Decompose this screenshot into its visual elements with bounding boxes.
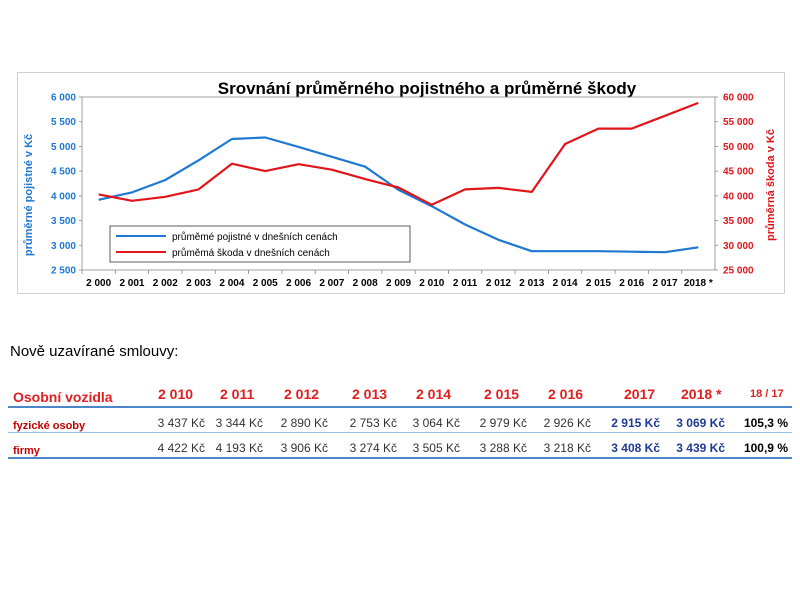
x-tick-label: 2 006 bbox=[286, 278, 311, 289]
row-label: firmy bbox=[13, 445, 40, 457]
x-axis-ticks: 2 000 2 001 2 002 2 003 2 004 2 005 2 006 2 007… bbox=[81, 270, 713, 289]
table-cell: 3 218 Kč bbox=[543, 441, 591, 455]
row-label: fyzické osoby bbox=[13, 420, 86, 432]
y-right-tick-label: 50 000 bbox=[723, 142, 754, 153]
column-header: 2 010 bbox=[158, 386, 194, 402]
legend-box bbox=[109, 225, 411, 263]
x-tick-label: 2 011 bbox=[453, 278, 478, 289]
table-cell: 3 408 Kč bbox=[611, 441, 660, 455]
x-tick-label: 2 001 bbox=[119, 278, 144, 289]
x-tick-label: 2 016 bbox=[619, 278, 644, 289]
y-left-tick-label: 5 500 bbox=[51, 117, 76, 128]
x-tick-label: 2 009 bbox=[386, 278, 411, 289]
y-right-tick-label: 30 000 bbox=[723, 241, 754, 252]
table-cell: 2 979 Kč bbox=[479, 416, 527, 430]
x-tick-label: 2 017 bbox=[653, 278, 678, 289]
table-header-row: Osobní vozidla 2 010 2 011 2 012 2 013 2… bbox=[8, 382, 792, 408]
table-cell: 2 915 Kč bbox=[611, 416, 660, 430]
y-left-tick-label: 3 500 bbox=[51, 216, 76, 227]
column-header: 2017 bbox=[624, 386, 656, 402]
legend: průměmé pojistné v dnešních cenách průmě… bbox=[109, 225, 411, 263]
y-axis-left-ticks: 2 500 3 000 3 500 4 000 4 500 5 000 5 500 6 000 bbox=[51, 93, 82, 277]
y-right-tick-label: 45 000 bbox=[723, 167, 754, 178]
x-tick-label: 2018 * bbox=[684, 278, 713, 289]
contracts-table: Osobní vozidla 2 010 2 011 2 012 2 013 2… bbox=[8, 382, 792, 459]
table-cell: 2 890 Kč bbox=[280, 416, 328, 430]
y-left-tick-label: 4 500 bbox=[51, 167, 76, 178]
table-row: fyzické osoby 3 437 Kč 3 344 Kč 2 890 Kč… bbox=[8, 408, 792, 433]
column-header: 2 015 bbox=[484, 386, 520, 402]
y-left-tick-label: 6 000 bbox=[51, 93, 76, 104]
table-title: Osobní vozidla bbox=[13, 389, 113, 405]
x-tick-label: 2 007 bbox=[319, 278, 344, 289]
table-cell-ratio: 105,3 % bbox=[743, 416, 788, 430]
y-axis-right-label: průměrná škoda v Kč bbox=[765, 129, 777, 241]
table-cell: 3 274 Kč bbox=[349, 441, 397, 455]
y-axis-left-label: průměrné pojistné v Kč bbox=[23, 134, 35, 256]
chart-frame: Srovnání průměrného pojistného a průměrn… bbox=[17, 72, 785, 294]
table-cell: 3 064 Kč bbox=[412, 416, 460, 430]
table-cell: 3 344 Kč bbox=[215, 416, 263, 430]
series-lines bbox=[98, 101, 699, 254]
x-tick-label: 2 013 bbox=[519, 278, 544, 289]
y-left-tick-label: 3 000 bbox=[51, 241, 76, 252]
x-tick-label: 2 005 bbox=[253, 278, 278, 289]
table-row: firmy 4 422 Kč 4 193 Kč 3 906 Kč 3 274 K… bbox=[8, 433, 792, 459]
table-cell: 2 926 Kč bbox=[543, 416, 591, 430]
chart-axes bbox=[81, 96, 716, 271]
series-line-premium bbox=[98, 136, 699, 254]
table-cell: 3 505 Kč bbox=[412, 441, 460, 455]
column-header: 2 016 bbox=[548, 386, 584, 402]
table-cell: 4 193 Kč bbox=[215, 441, 263, 455]
x-tick-label: 2 008 bbox=[353, 278, 378, 289]
column-header: 2 012 bbox=[284, 386, 320, 402]
table-cell: 3 439 Kč bbox=[676, 441, 725, 455]
column-header-ratio: 18 / 17 bbox=[750, 388, 784, 400]
legend-label-damage: průměmá škoda v dnešních cenách bbox=[172, 247, 330, 259]
table-cell-ratio: 100,9 % bbox=[743, 441, 788, 455]
table-cell: 3 437 Kč bbox=[157, 416, 205, 430]
column-header: 2 011 bbox=[220, 386, 255, 402]
y-right-tick-label: 55 000 bbox=[723, 117, 754, 128]
column-header: 2 013 bbox=[352, 386, 388, 402]
x-tick-label: 2 015 bbox=[586, 278, 611, 289]
y-right-tick-label: 25 000 bbox=[723, 266, 754, 277]
line-chart: Srovnání průměrného pojistného a průměrn… bbox=[23, 79, 777, 289]
x-tick-label: 2 002 bbox=[153, 278, 178, 289]
series-line-damage bbox=[98, 101, 699, 206]
table-cell: 2 753 Kč bbox=[349, 416, 397, 430]
table-cell: 3 906 Kč bbox=[280, 441, 328, 455]
y-left-tick-label: 5 000 bbox=[51, 142, 76, 153]
y-axis-right-ticks: 25 000 30 000 35 000 40 000 45 000 50 000 55 0… bbox=[715, 93, 754, 277]
y-left-tick-label: 2 500 bbox=[51, 266, 76, 277]
section-subtitle: Nově uzavírané smlouvy: bbox=[10, 343, 179, 360]
legend-label-premium: průměmé pojistné v dnešních cenách bbox=[172, 231, 338, 243]
plot-area bbox=[81, 96, 716, 271]
table-cell: 4 422 Kč bbox=[157, 441, 205, 455]
column-header: 2018 * bbox=[681, 386, 722, 402]
table-cell: 3 069 Kč bbox=[676, 416, 725, 430]
y-right-tick-label: 60 000 bbox=[723, 93, 754, 104]
x-tick-label: 2 004 bbox=[219, 278, 244, 289]
x-tick-label: 2 014 bbox=[553, 278, 578, 289]
y-right-tick-label: 40 000 bbox=[723, 191, 754, 202]
x-tick-label: 2 000 bbox=[86, 278, 111, 289]
x-tick-label: 2 012 bbox=[486, 278, 511, 289]
chart-title: Srovnání průměrného pojistného a průměrn… bbox=[218, 79, 637, 98]
table-cell: 3 288 Kč bbox=[479, 441, 527, 455]
x-tick-label: 2 010 bbox=[419, 278, 444, 289]
y-left-tick-label: 4 000 bbox=[51, 191, 76, 202]
x-tick-label: 2 003 bbox=[186, 278, 211, 289]
y-right-tick-label: 35 000 bbox=[723, 216, 754, 227]
column-header: 2 014 bbox=[416, 386, 452, 402]
